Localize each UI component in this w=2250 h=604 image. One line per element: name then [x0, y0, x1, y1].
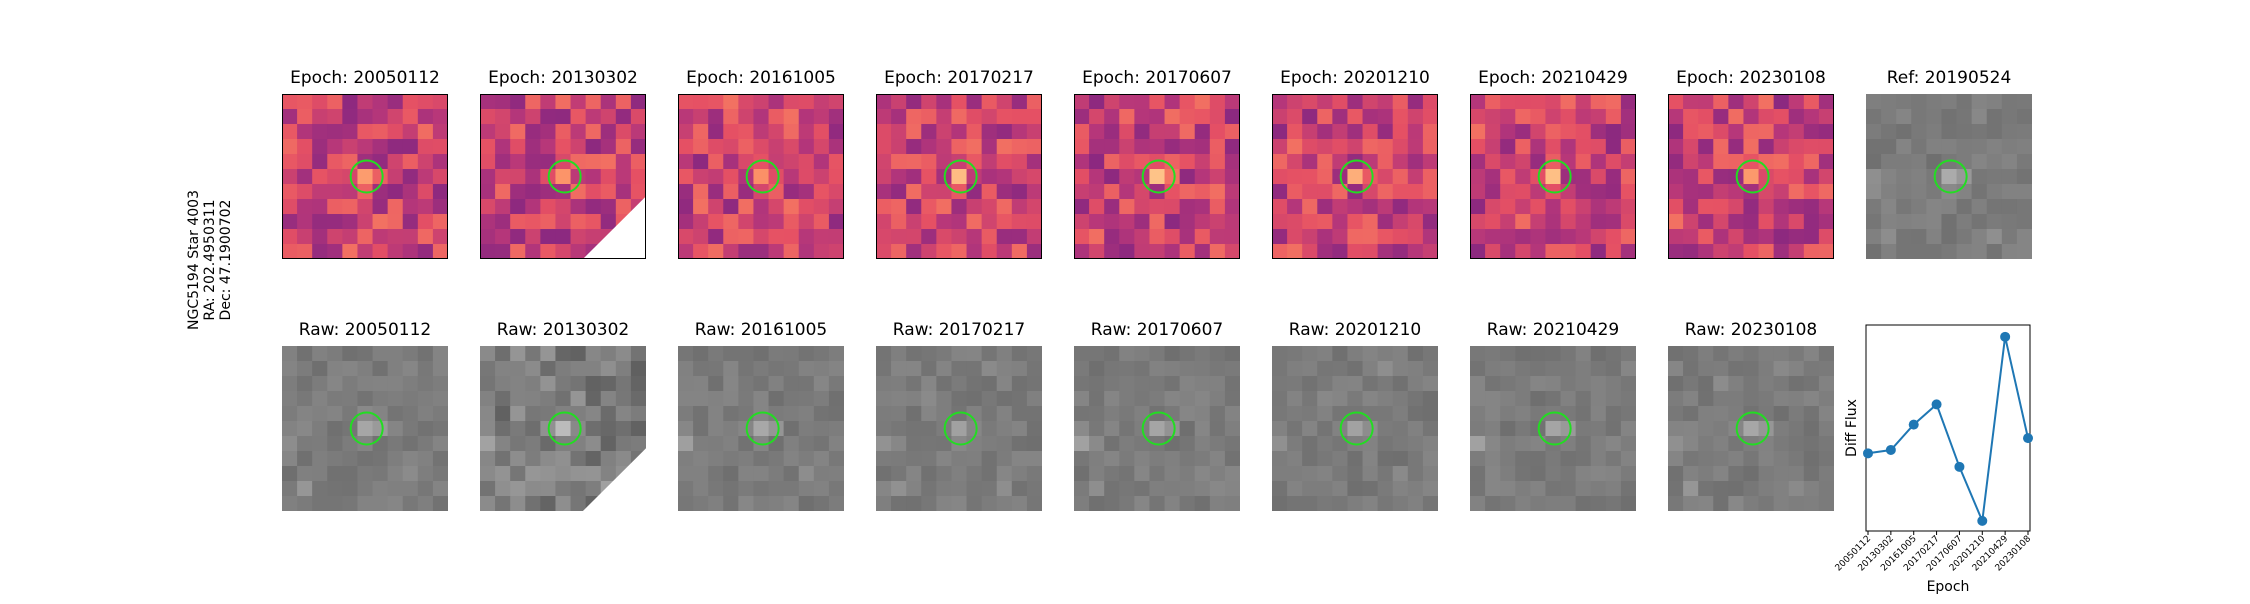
panel-title: Epoch: 20230108 [1676, 68, 1826, 88]
cutout-image [282, 346, 448, 511]
data-point [1885, 444, 1896, 455]
panel-title: Epoch: 20170607 [1082, 68, 1232, 88]
light-curve-panel: 20050112 20130302 20161005 20170217 20170607… [1830, 320, 2250, 600]
star-name: NGC5194 Star 4003 [186, 190, 202, 330]
cutout-image [876, 346, 1042, 511]
panel-title: Epoch: 20161005 [686, 68, 836, 88]
target-marker-circle [745, 411, 780, 446]
panel-title: Epoch: 20130302 [488, 68, 638, 88]
star-ra: RA: 202.4950311 [202, 199, 218, 321]
panel-title: Raw: 20161005 [694, 320, 828, 340]
cutout-image [1074, 346, 1240, 511]
target-marker-circle [547, 411, 582, 446]
target-marker-circle [745, 159, 780, 194]
target-marker-circle [1141, 159, 1176, 194]
cutout-image [282, 94, 448, 259]
cutout-image [1272, 94, 1438, 259]
data-point [1931, 399, 1942, 410]
panel-title: Raw: 20170217 [892, 320, 1026, 340]
raw-cutout [282, 346, 448, 511]
raw-cutout [1074, 346, 1240, 511]
light-curve-chart: 2005011220130302201610052017021720170607… [1834, 324, 2033, 595]
data-point [1954, 461, 1965, 472]
data-point [1977, 515, 1988, 526]
panel-title: Raw: 20130302 [496, 320, 630, 340]
x-axis-label: Epoch [1927, 579, 1970, 595]
star-label: NGC5194 Star 4003 RA: 202.4950311 Dec: 4… [186, 175, 252, 345]
target-marker-circle [1735, 159, 1770, 194]
cutout-image [876, 94, 1042, 259]
plot-frame [1865, 324, 2031, 532]
target-marker-circle [1141, 411, 1176, 446]
star-dec: Dec: 47.1900702 [218, 199, 234, 321]
target-marker-circle [1339, 411, 1374, 446]
panel-title: Raw: 20170607 [1090, 320, 1224, 340]
difference-cutout [1272, 94, 1438, 259]
data-point [1863, 448, 1873, 459]
cutout-image [1668, 94, 1834, 259]
panel-title: Ref: 20190524 [1886, 68, 2012, 88]
cutout-image [1668, 346, 1834, 511]
difference-cutout [876, 94, 1042, 259]
cutout-image [1272, 346, 1438, 511]
target-marker-circle [943, 411, 978, 446]
raw-cutout [480, 346, 646, 511]
target-marker-circle [349, 411, 384, 446]
difference-cutout [678, 94, 844, 259]
masked-region [582, 448, 646, 511]
cutout-image [1470, 94, 1636, 259]
reference-cutout [1866, 94, 2032, 259]
raw-cutout [1470, 346, 1636, 511]
cutout-image [1866, 94, 2032, 259]
panel-title: Epoch: 20050112 [290, 68, 440, 88]
difference-cutout [282, 94, 448, 259]
panel-title: Raw: 20050112 [298, 320, 432, 340]
y-axis-label: Diff Flux [1844, 399, 1860, 457]
data-point [2000, 331, 2011, 342]
target-marker-circle [1537, 411, 1572, 446]
raw-cutout [876, 346, 1042, 511]
panel-title: Raw: 20201210 [1288, 320, 1422, 340]
raw-cutout [678, 346, 844, 511]
target-marker-circle [1339, 159, 1374, 194]
cutout-image [1470, 346, 1636, 511]
difference-cutout [1470, 94, 1636, 259]
cutout-image [480, 94, 646, 259]
panel-title: Epoch: 20210429 [1478, 68, 1628, 88]
cutout-image [1074, 94, 1240, 259]
target-marker-circle [943, 159, 978, 194]
panel-title: Epoch: 20170217 [884, 68, 1034, 88]
target-marker-circle [1537, 159, 1572, 194]
panel-title: Raw: 20210429 [1486, 320, 1620, 340]
series-line [1867, 336, 2029, 525]
data-point [2023, 433, 2033, 444]
target-marker-circle [349, 159, 384, 194]
raw-cutout [1272, 346, 1438, 511]
panel-title: Raw: 20230108 [1684, 320, 1818, 340]
data-point [1908, 419, 1919, 430]
difference-cutout [1668, 94, 1834, 259]
target-marker-circle [1933, 159, 1968, 194]
cutout-image [678, 346, 844, 511]
raw-cutout [1668, 346, 1834, 511]
cutout-image [678, 94, 844, 259]
cutout-image [480, 346, 646, 511]
panel-title: Epoch: 20201210 [1280, 68, 1430, 88]
target-marker-circle [1735, 411, 1770, 446]
target-marker-circle [547, 159, 582, 194]
difference-cutout [1074, 94, 1240, 259]
difference-cutout [480, 94, 646, 259]
